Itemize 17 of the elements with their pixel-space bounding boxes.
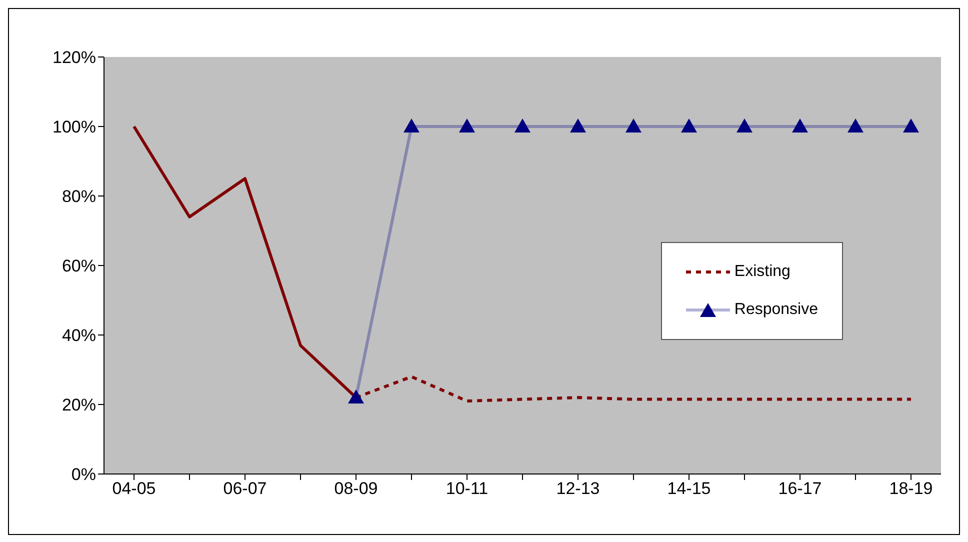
x-tick-label: 06-07 bbox=[223, 479, 267, 498]
y-tick-label: 40% bbox=[62, 326, 96, 346]
x-tick-label: 10-11 bbox=[446, 479, 488, 498]
y-tick-label: 20% bbox=[62, 396, 96, 415]
x-tick-label: 18-19 bbox=[889, 479, 933, 498]
y-tick-label: 60% bbox=[62, 256, 96, 276]
y-tick-label: 100% bbox=[52, 118, 96, 137]
legend-label: Responsive bbox=[734, 301, 818, 319]
x-tick-label: 12-13 bbox=[556, 479, 600, 498]
x-tick-label: 14-15 bbox=[667, 479, 711, 498]
x-tick-label: 16-17 bbox=[778, 479, 822, 498]
y-tick-label: 120% bbox=[52, 48, 96, 68]
y-tick-label: 80% bbox=[62, 187, 96, 206]
legend-label: Existing bbox=[734, 263, 790, 281]
x-tick-label: 08-09 bbox=[334, 479, 378, 498]
x-tick-label: 04-05 bbox=[112, 479, 156, 498]
y-tick-label: 0% bbox=[71, 465, 96, 484]
